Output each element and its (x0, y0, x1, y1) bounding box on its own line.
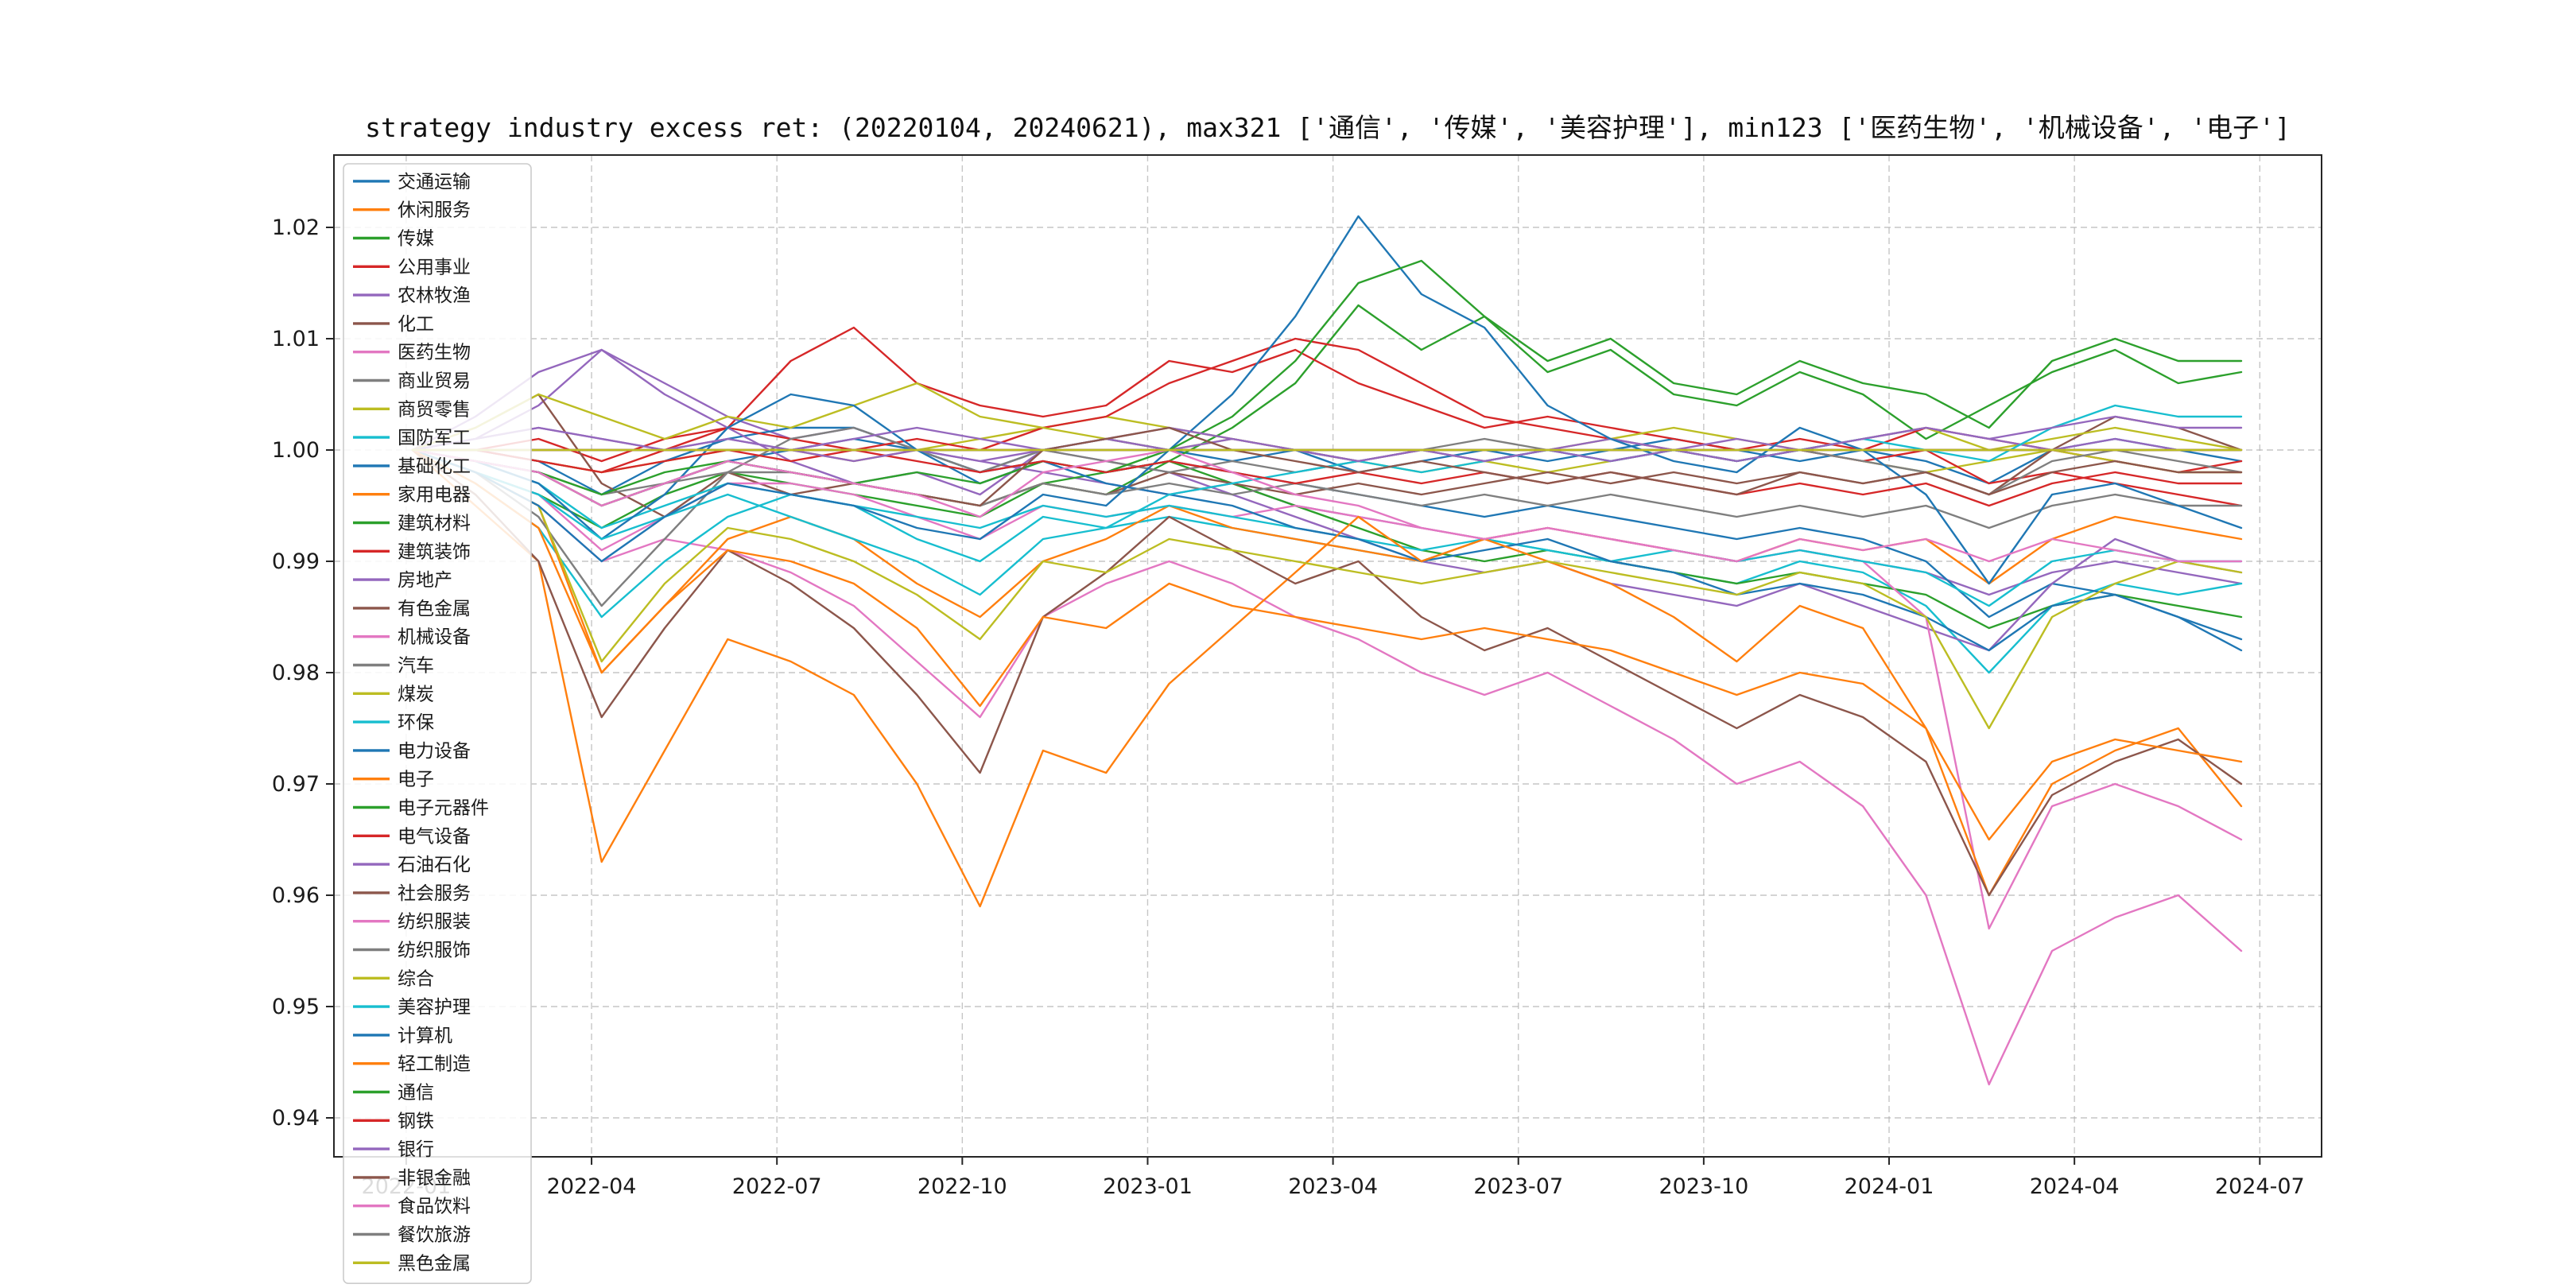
x-tick-label: 2022-07 (732, 1174, 822, 1199)
series-line-食品饮料 (411, 448, 2243, 563)
legend-label: 有色金属 (398, 599, 471, 619)
legend-label: 医药生物 (398, 343, 471, 363)
x-tick-label: 2024-01 (1845, 1174, 1934, 1199)
legend-label: 国防军工 (398, 428, 471, 448)
y-tick-label: 1.00 (272, 438, 320, 463)
legend-label: 电子 (398, 770, 434, 790)
legend-label: 美容护理 (398, 997, 471, 1018)
legend-label: 计算机 (398, 1026, 452, 1046)
legend-label: 银行 (398, 1139, 434, 1160)
y-tick-label: 0.99 (272, 549, 320, 574)
legend-label: 环保 (398, 712, 434, 733)
x-tick-label: 2023-01 (1103, 1174, 1193, 1199)
x-tick-label: 2023-04 (1288, 1174, 1378, 1199)
legend-label: 建筑材料 (398, 514, 471, 534)
legend-label: 农林牧渔 (398, 285, 471, 306)
y-tick-label: 1.01 (272, 327, 320, 351)
series-line-轻工制造 (411, 448, 2243, 841)
legend-label: 传媒 (398, 229, 434, 250)
legend-label: 纺织服装 (398, 912, 471, 933)
series-line-综合 (411, 448, 2243, 730)
legend-label: 房地产 (398, 570, 452, 591)
legend-label: 煤炭 (398, 684, 434, 704)
plot-frame (333, 154, 2322, 1158)
legend-label: 石油石化 (398, 855, 471, 875)
x-tick-label: 2023-07 (1473, 1174, 1563, 1199)
x-tick-label: 2023-10 (1658, 1174, 1748, 1199)
series-line-计算机 (411, 215, 2243, 585)
series-line-非银金融 (411, 426, 2243, 507)
chart-title: strategy industry excess ret: (20220104,… (365, 112, 2291, 143)
series-line-通信 (411, 259, 2243, 496)
series-line-房地产 (411, 348, 2243, 652)
series-line-社会服务 (411, 448, 2243, 897)
series-line-钢铁 (411, 448, 2243, 507)
series-line-电子 (411, 448, 2243, 908)
legend-box (343, 163, 532, 1284)
x-tick-label: 2022-10 (918, 1174, 1007, 1199)
series-line-电力设备 (411, 393, 2243, 652)
legend-label: 餐饮旅游 (398, 1225, 471, 1246)
y-tick-label: 0.94 (272, 1106, 320, 1131)
legend-label: 电子元器件 (398, 798, 489, 819)
x-tick-label: 2024-04 (2030, 1174, 2120, 1199)
legend-label: 纺织服饰 (398, 941, 471, 961)
legend-label: 汽车 (398, 656, 434, 677)
y-tick-label: 0.95 (272, 995, 320, 1019)
legend-label: 化工 (398, 314, 434, 335)
legend-label: 黑色金属 (398, 1253, 471, 1274)
legend-label: 食品饮料 (398, 1197, 471, 1217)
legend-label: 机械设备 (398, 627, 471, 648)
legend-label: 家用电器 (398, 485, 471, 506)
series-line-商贸零售 (411, 415, 2243, 474)
legend-label: 综合 (398, 968, 434, 989)
legend-label: 基础化工 (398, 456, 471, 477)
series-line-医药生物 (411, 448, 2243, 1086)
y-tick-label: 0.97 (272, 772, 320, 797)
legend-label: 休闲服务 (398, 200, 471, 221)
legend-label: 商业贸易 (398, 371, 471, 392)
legend-label: 钢铁 (398, 1111, 434, 1131)
series-line-煤炭 (411, 382, 2243, 474)
x-tick-label: 2024-07 (2215, 1174, 2305, 1199)
legend-label: 电气设备 (398, 826, 471, 847)
y-tick-label: 0.96 (272, 883, 320, 908)
series-line-建筑装饰 (411, 337, 2243, 507)
legend-label: 通信 (398, 1083, 434, 1104)
legend-label: 社会服务 (398, 883, 471, 904)
x-tick-label: 2022-04 (547, 1174, 637, 1199)
y-tick-label: 0.98 (272, 661, 320, 685)
legend-label: 建筑装饰 (398, 541, 471, 562)
legend-label: 公用事业 (398, 257, 471, 277)
legend-label: 非银金融 (398, 1168, 471, 1189)
series-line-银行 (411, 415, 2243, 463)
legend-label: 轻工制造 (398, 1054, 471, 1075)
y-tick-label: 1.02 (272, 215, 320, 240)
legend-label: 电力设备 (398, 741, 471, 762)
legend-label: 交通运输 (398, 172, 471, 192)
legend-label: 商贸零售 (398, 399, 471, 420)
